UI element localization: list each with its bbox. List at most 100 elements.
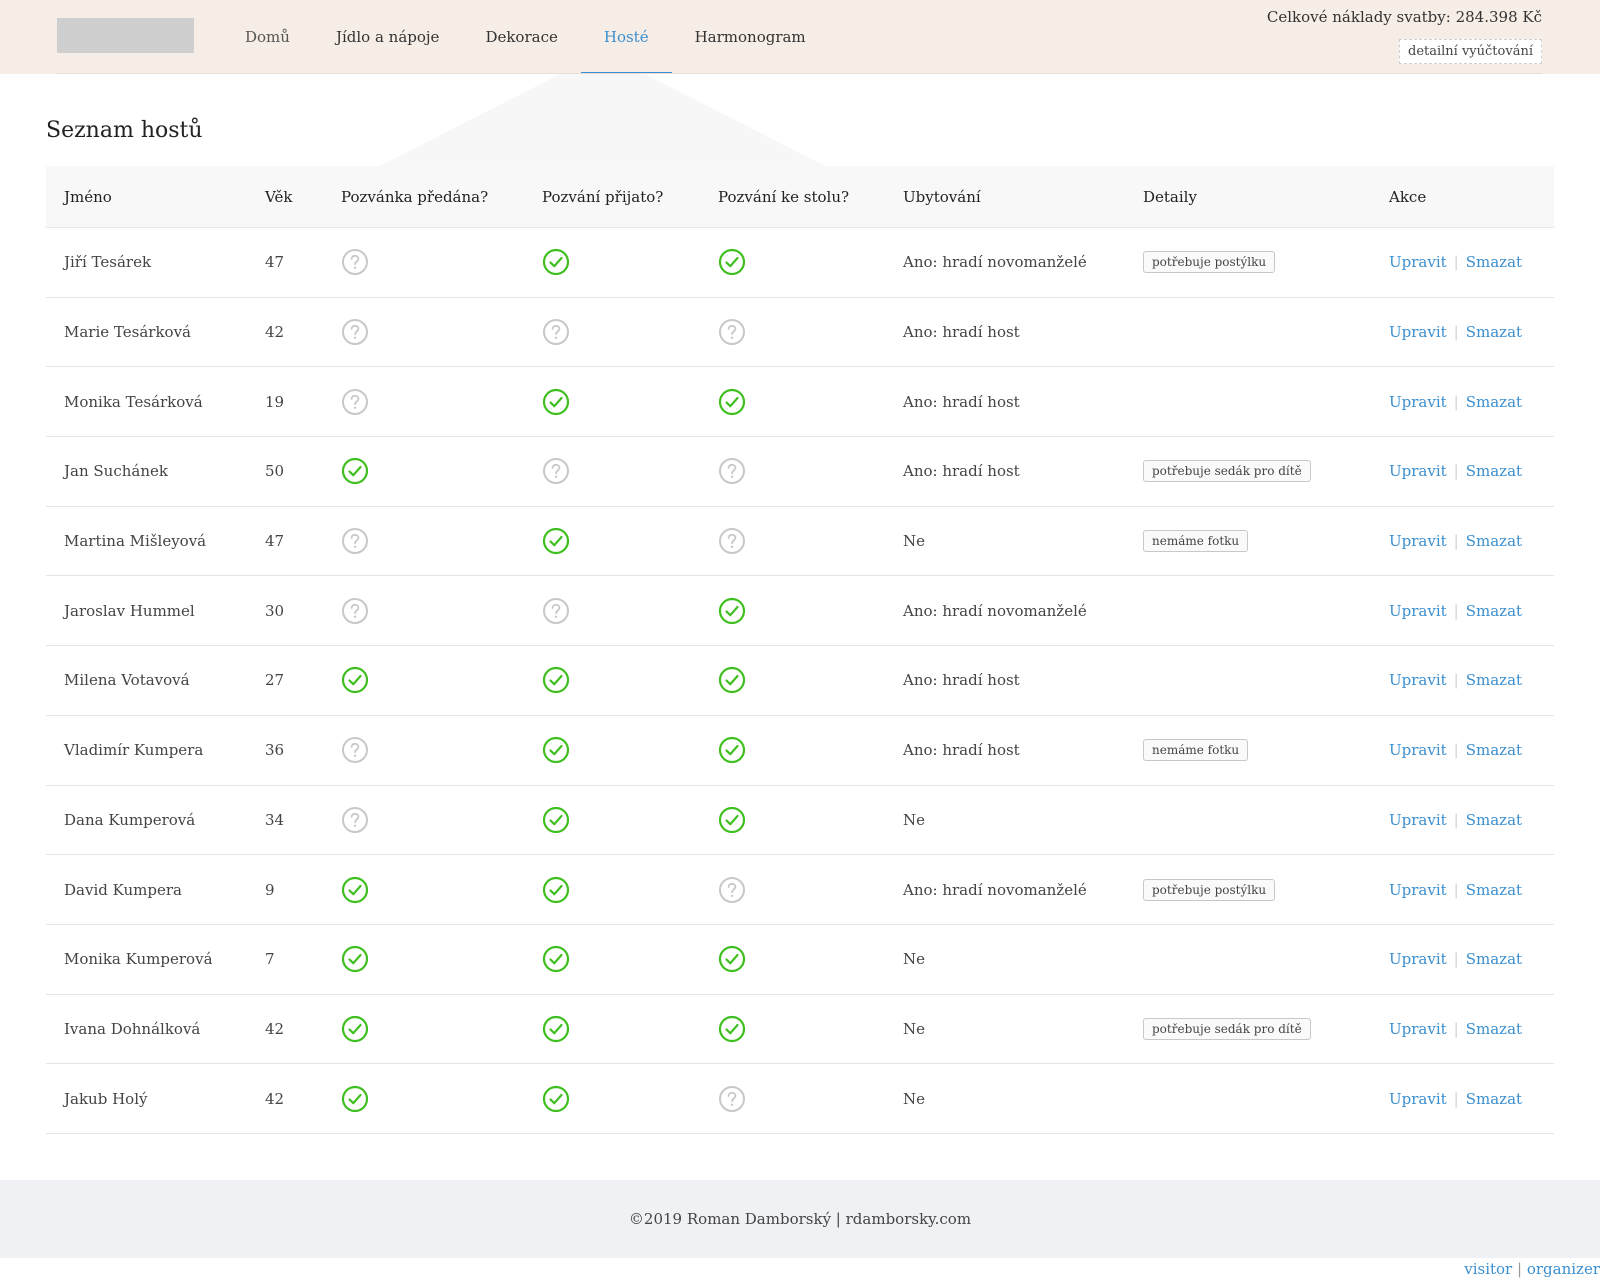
organizer-link[interactable]: organizer — [1526, 1260, 1600, 1278]
delete-link[interactable]: Smazat — [1465, 880, 1523, 899]
question-circle-icon — [341, 806, 369, 834]
invite-delivered-cell — [323, 457, 524, 485]
edit-link[interactable]: Upravit — [1389, 1089, 1447, 1108]
details-cell: nemáme fotku — [1125, 739, 1371, 762]
delete-link[interactable]: Smazat — [1465, 741, 1523, 760]
table-invite-cell — [700, 806, 885, 834]
invite-accepted-cell — [524, 876, 700, 904]
nav-item-jidlo-a-napoje[interactable]: Jídlo a nápoje — [335, 28, 440, 46]
actions-cell: Upravit | Smazat — [1371, 950, 1554, 968]
edit-link[interactable]: Upravit — [1389, 532, 1447, 551]
action-separator: | — [1453, 741, 1459, 760]
guest-age: 42 — [265, 1019, 285, 1038]
invite-delivered-cell — [323, 248, 524, 276]
table-row: Marie Tesárková 42 Ano: hradí host Upravit |… — [46, 298, 1554, 368]
question-circle-icon — [718, 457, 746, 485]
nav-item-domu[interactable]: Domů — [245, 28, 290, 46]
table-row: Monika Kumperová 7 Ne Upravit | Smazat — [46, 925, 1554, 995]
guest-name: David Kumpera — [64, 880, 182, 899]
check-circle-icon — [341, 666, 369, 694]
details-cell: nemáme fotku — [1125, 530, 1371, 553]
invite-delivered-cell — [323, 318, 524, 346]
edit-link[interactable]: Upravit — [1389, 880, 1447, 899]
guest-name: Marie Tesárková — [64, 323, 191, 342]
delete-link[interactable]: Smazat — [1465, 462, 1523, 481]
detail-tag: nemáme fotku — [1143, 530, 1249, 553]
column-header-invite-accepted: Pozvání přijato? — [542, 187, 664, 206]
edit-link[interactable]: Upravit — [1389, 253, 1447, 272]
delete-link[interactable]: Smazat — [1465, 1089, 1523, 1108]
delete-link[interactable]: Smazat — [1465, 950, 1523, 969]
table-row: Vladimír Kumpera 36 Ano: hradí host nemáme … — [46, 716, 1554, 786]
invite-delivered-cell — [323, 806, 524, 834]
nav-item-harmonogram[interactable]: Harmonogram — [694, 28, 806, 46]
invite-accepted-cell — [524, 388, 700, 416]
delete-link[interactable]: Smazat — [1465, 810, 1523, 829]
edit-link[interactable]: Upravit — [1389, 462, 1447, 481]
table-row: Dana Kumperová 34 Ne Upravit | Smazat — [46, 786, 1554, 856]
edit-link[interactable]: Upravit — [1389, 810, 1447, 829]
edit-link[interactable]: Upravit — [1389, 950, 1447, 969]
question-circle-icon — [341, 597, 369, 625]
detail-billing-button[interactable]: detailní vyúčtování — [1399, 39, 1542, 64]
delete-link[interactable]: Smazat — [1465, 601, 1523, 620]
edit-link[interactable]: Upravit — [1389, 1019, 1447, 1038]
details-cell: potřebuje postýlku — [1125, 878, 1371, 901]
total-cost-label: Celkové náklady svatby: 284.398 Kč — [1266, 8, 1542, 26]
actions-cell: Upravit | Smazat — [1371, 253, 1554, 271]
invite-delivered-cell — [323, 527, 524, 555]
check-circle-icon — [542, 945, 570, 973]
question-circle-icon — [718, 318, 746, 346]
table-invite-cell — [700, 1085, 885, 1113]
table-invite-cell — [700, 248, 885, 276]
guest-age: 27 — [265, 671, 285, 690]
guest-name: Ivana Dohnálková — [64, 1019, 201, 1038]
lodging-cell: Ano: hradí novomanželé — [903, 601, 1087, 620]
visitor-link[interactable]: visitor — [1464, 1260, 1513, 1278]
question-circle-icon — [341, 388, 369, 416]
nav-item-hoste[interactable]: Hosté — [580, 0, 672, 74]
invite-accepted-cell — [524, 806, 700, 834]
delete-link[interactable]: Smazat — [1465, 392, 1523, 411]
table-body: Jiří Tesárek 47 Ano: hradí novomanželé potř… — [46, 228, 1554, 1134]
invite-delivered-cell — [323, 876, 524, 904]
delete-link[interactable]: Smazat — [1465, 253, 1523, 272]
page-title: Seznam hostů — [46, 118, 203, 143]
guest-name: Monika Tesárková — [64, 392, 203, 411]
detail-tag: potřebuje postýlku — [1143, 251, 1276, 274]
edit-link[interactable]: Upravit — [1389, 392, 1447, 411]
edit-link[interactable]: Upravit — [1389, 741, 1447, 760]
table-header-row: Jméno Věk Pozvánka předána? Pozvání přij… — [46, 166, 1554, 228]
lodging-cell: Ano: hradí host — [903, 671, 1020, 690]
delete-link[interactable]: Smazat — [1465, 1019, 1523, 1038]
role-switcher: visitor | organizer — [1464, 1260, 1600, 1278]
logo-placeholder[interactable] — [57, 18, 194, 53]
actions-cell: Upravit | Smazat — [1371, 393, 1554, 411]
action-separator: | — [1453, 1019, 1459, 1038]
edit-link[interactable]: Upravit — [1389, 671, 1447, 690]
footer: ©2019 Roman Damborský | rdamborsky.com — [0, 1180, 1600, 1258]
check-circle-icon — [542, 1085, 570, 1113]
invite-accepted-cell — [524, 527, 700, 555]
active-tab-highlight — [380, 74, 825, 166]
check-circle-icon — [718, 388, 746, 416]
check-circle-icon — [718, 736, 746, 764]
nav-item-dekorace[interactable]: Dekorace — [485, 28, 558, 46]
column-header-actions: Akce — [1389, 187, 1427, 206]
delete-link[interactable]: Smazat — [1465, 323, 1523, 342]
guest-name: Monika Kumperová — [64, 950, 213, 969]
column-header-table-invite: Pozvání ke stolu? — [718, 187, 850, 206]
delete-link[interactable]: Smazat — [1465, 532, 1523, 551]
actions-cell: Upravit | Smazat — [1371, 811, 1554, 829]
action-separator: | — [1453, 950, 1459, 969]
delete-link[interactable]: Smazat — [1465, 671, 1523, 690]
actions-cell: Upravit | Smazat — [1371, 462, 1554, 480]
lodging-cell: Ne — [903, 532, 926, 551]
column-header-details: Detaily — [1143, 187, 1197, 206]
edit-link[interactable]: Upravit — [1389, 323, 1447, 342]
details-cell: potřebuje sedák pro dítě — [1125, 1017, 1371, 1040]
actions-cell: Upravit | Smazat — [1371, 532, 1554, 550]
lodging-cell: Ano: hradí host — [903, 741, 1020, 760]
guest-age: 47 — [265, 532, 285, 551]
edit-link[interactable]: Upravit — [1389, 601, 1447, 620]
